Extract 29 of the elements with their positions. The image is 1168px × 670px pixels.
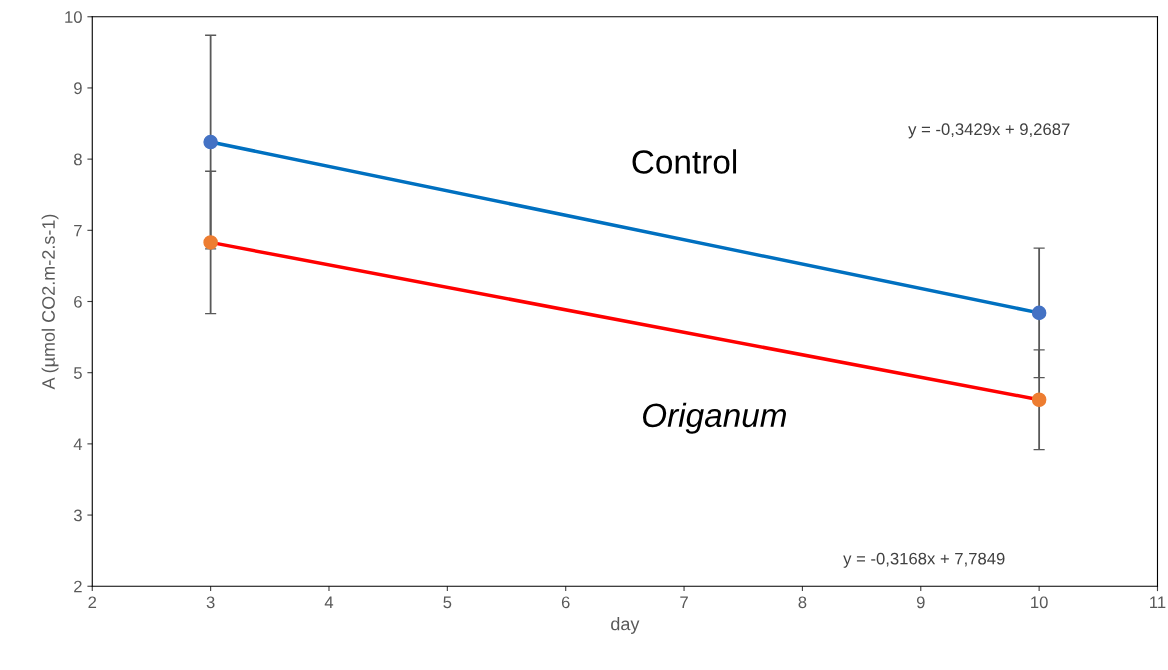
- y-tick-label: 5: [73, 367, 82, 379]
- x-tick-label: 9: [916, 596, 925, 609]
- x-tick-label: 5: [443, 596, 452, 609]
- annotation: y = -0,3429x + 9,2687: [908, 123, 1070, 139]
- y-tick-label: 3: [73, 509, 82, 522]
- annotation: y = -0,3168x + 7,7849: [843, 552, 1005, 568]
- annotation: Control: [632, 149, 737, 174]
- x-tick-label: 3: [206, 596, 215, 609]
- x-axis-title: day: [611, 617, 640, 634]
- y-axis-title: A (µmol CO2.m-2.s-1): [41, 214, 59, 390]
- annotation: Origanum: [642, 402, 786, 434]
- x-tick-label: 6: [561, 596, 570, 609]
- y-tick-label: 7: [74, 224, 82, 237]
- point: [203, 134, 218, 150]
- y-tick-label: 8: [74, 153, 82, 166]
- x-tick-label: 10: [1031, 596, 1048, 609]
- x-tick-label: 8: [798, 596, 807, 609]
- y-tick-label: 9: [74, 82, 82, 95]
- x-tick-label: 4: [324, 596, 334, 609]
- y-tick-label: 10: [65, 11, 82, 23]
- point: [1031, 305, 1047, 321]
- x-tick-label: 11: [1150, 596, 1166, 609]
- point: [1031, 392, 1047, 408]
- y-tick-label: 2: [74, 580, 82, 593]
- x-tick-label: 7: [680, 596, 688, 609]
- y-tick-label: 4: [73, 438, 83, 450]
- x-tick-label: 2: [88, 596, 97, 609]
- y-tick-label: 6: [74, 295, 82, 308]
- point: [203, 235, 218, 250]
